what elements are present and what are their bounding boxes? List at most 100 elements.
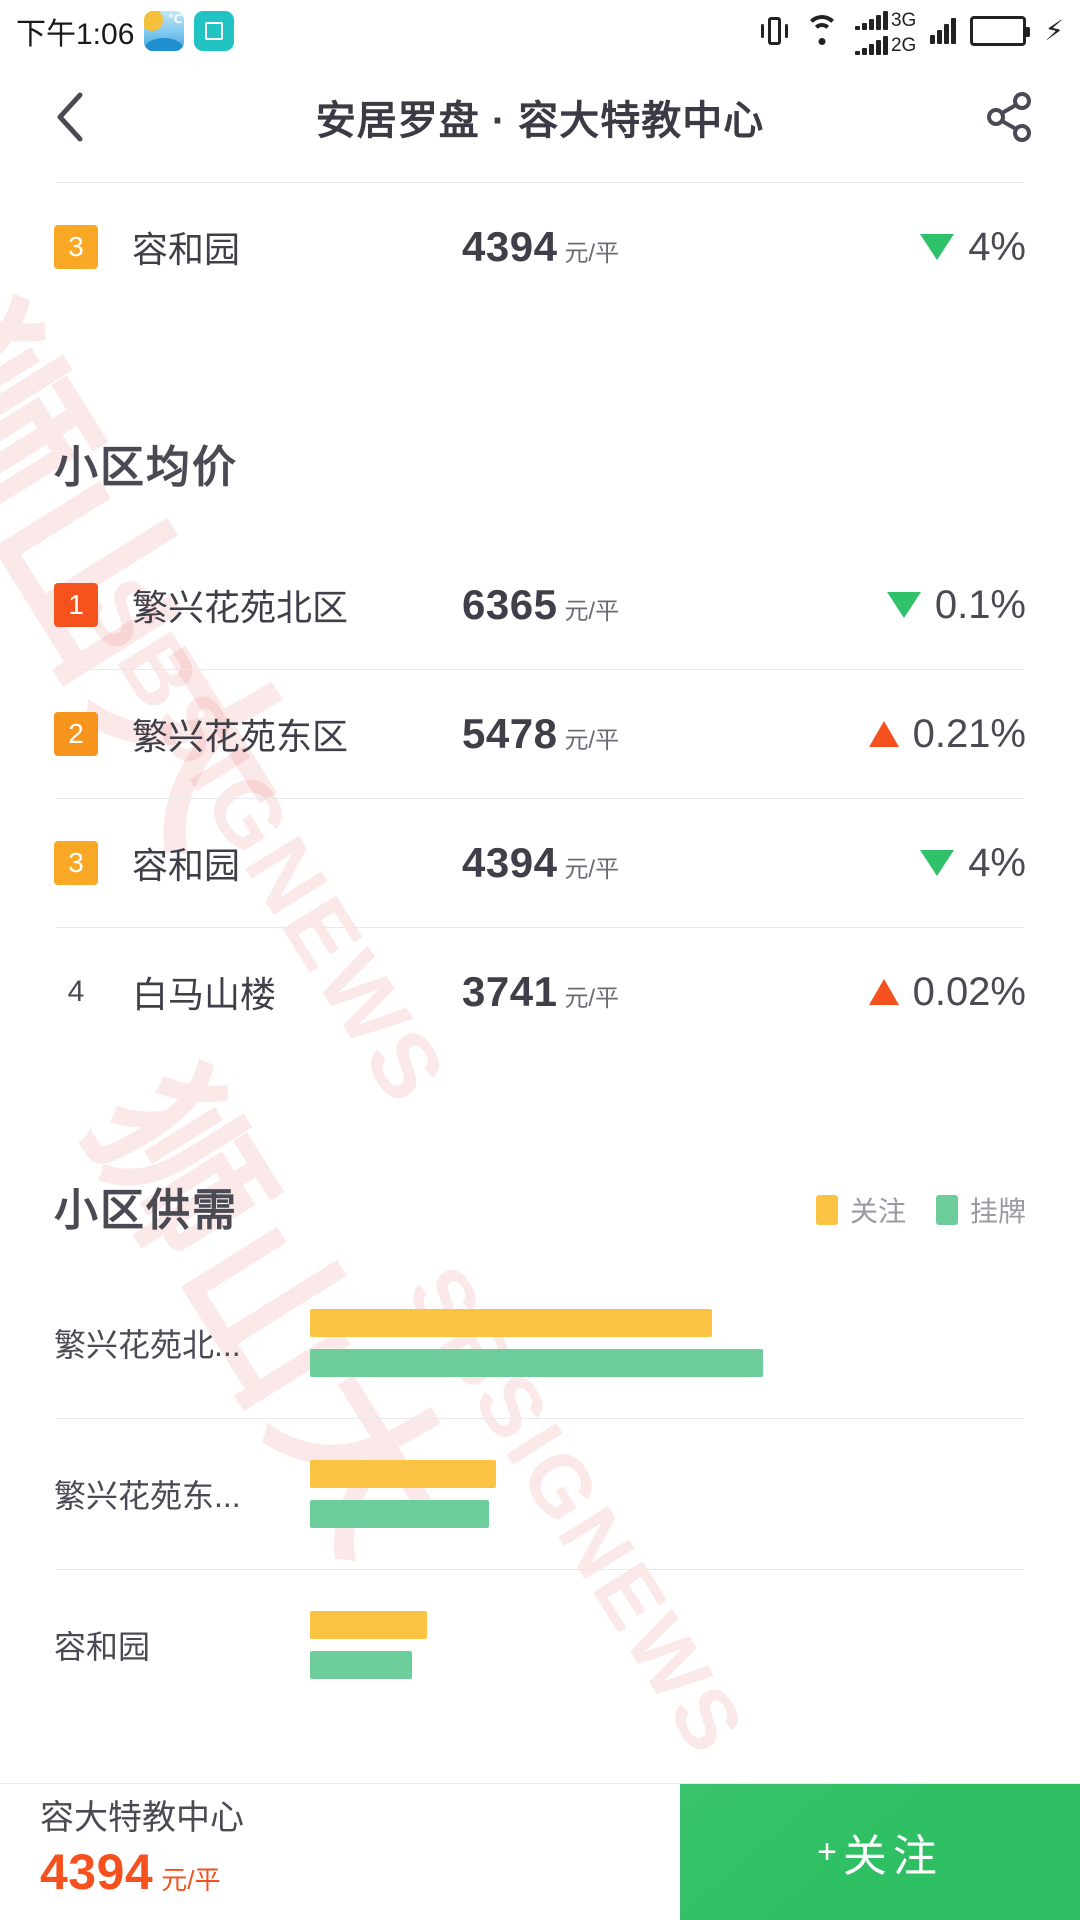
delta-value: 0.21% xyxy=(912,711,1026,756)
delta-value: 4% xyxy=(968,840,1026,885)
price-cell: 6365 元/平 xyxy=(462,581,619,629)
signal-bars-icon xyxy=(930,18,957,44)
chart-row[interactable]: 容和园 xyxy=(40,1570,1040,1720)
price-value: 3741 xyxy=(462,968,558,1015)
price-unit: 元/平 xyxy=(564,598,620,625)
divider xyxy=(56,1569,1024,1570)
price-value: 5478 xyxy=(462,710,558,757)
legend-swatch xyxy=(815,1195,838,1225)
chart-bar-follow xyxy=(310,1611,427,1639)
arrow-down-icon xyxy=(886,592,921,618)
arrow-up-icon xyxy=(868,979,899,1005)
arrow-up-icon xyxy=(868,721,899,747)
delta-value: 0.02% xyxy=(912,969,1026,1014)
table-row[interactable]: 2 繁兴花苑东区 5478 元/平 0.21% xyxy=(40,670,1040,798)
clock-label: 下午1:06 xyxy=(16,18,135,51)
network-type-3g-label: 3G xyxy=(890,9,917,31)
legend-label: 挂牌 xyxy=(969,1196,1026,1227)
share-icon xyxy=(987,92,1031,142)
chevron-left-icon xyxy=(57,92,83,142)
community-name: 繁兴花苑北区 xyxy=(132,587,349,628)
chart-bars xyxy=(310,1611,1040,1679)
main-content: 3 容和园 4394 元/平 4% 小区均价 1 繁兴花苑北区 6365 元/平 xyxy=(0,182,1080,1720)
chart-category-label: 容和园 xyxy=(54,1629,151,1665)
chart-category-label: 繁兴花苑北... xyxy=(54,1327,241,1363)
chart-category-label: 繁兴花苑东... xyxy=(54,1478,241,1514)
navigation-bar: 安居罗盘 · 容大特教中心 xyxy=(0,62,1080,172)
delta-value: 4% xyxy=(968,224,1026,269)
price-unit: 元/平 xyxy=(564,985,620,1012)
delta-value: 0.1% xyxy=(934,582,1026,627)
chart-row[interactable]: 繁兴花苑东... xyxy=(40,1419,1040,1569)
arrow-down-icon xyxy=(920,234,955,260)
community-name: 繁兴花苑东区 xyxy=(132,716,349,757)
page-title: 安居罗盘 · 容大特教中心 xyxy=(315,99,765,143)
back-button[interactable] xyxy=(40,87,100,147)
price-unit: 元/平 xyxy=(564,856,620,883)
share-button[interactable] xyxy=(980,87,1040,147)
plus-icon: + xyxy=(817,1832,837,1871)
scan-icon xyxy=(194,11,235,51)
chart-bar-follow xyxy=(310,1460,497,1488)
table-row[interactable]: 3 容和园 4394 元/平 4% xyxy=(40,799,1040,927)
rank-badge: 3 xyxy=(54,225,98,269)
mobile-signal-3g2g-icon: 3G 2G xyxy=(854,8,917,56)
delta-cell: 4% xyxy=(920,841,1040,886)
bottom-price-unit: 元/平 xyxy=(161,1864,221,1895)
bottom-action-bar: 容大特教中心 4394 元/平 + 关注 xyxy=(0,1783,1080,1920)
status-bar: 下午1:06 ℃ 3G xyxy=(0,0,1080,62)
price-cell: 5478 元/平 xyxy=(462,710,619,758)
bottom-price-value: 4394 xyxy=(40,1843,154,1900)
follow-button[interactable]: + 关注 xyxy=(680,1784,1080,1920)
legend-swatch xyxy=(935,1195,958,1225)
rank-badge: 1 xyxy=(54,583,98,627)
status-bar-right: 3G 2G ⚡ xyxy=(759,8,1064,55)
bolt-icon: ⚡ xyxy=(1044,15,1064,46)
table-row[interactable]: 3 容和园 4394 元/平 4% xyxy=(40,183,1040,311)
table-row[interactable]: 1 繁兴花苑北区 6365 元/平 0.1% xyxy=(40,541,1040,669)
price-value: 4394 xyxy=(462,839,558,886)
chart-bar-follow xyxy=(310,1309,712,1337)
chart-bars xyxy=(310,1460,1040,1528)
community-name: 容和园 xyxy=(132,229,241,270)
chart-bars xyxy=(310,1309,1040,1377)
community-name: 容和园 xyxy=(132,845,241,886)
status-bar-left: 下午1:06 ℃ xyxy=(16,9,235,53)
weather-icon: ℃ xyxy=(144,11,185,51)
divider xyxy=(56,1418,1024,1419)
chart-bar-listed xyxy=(310,1500,489,1528)
rank-badge: 2 xyxy=(54,712,98,756)
follow-button-label: 关注 xyxy=(842,1832,943,1881)
price-value: 4394 xyxy=(462,223,558,270)
delta-cell: 0.1% xyxy=(886,582,1040,628)
price-unit: 元/平 xyxy=(564,240,620,267)
rank-badge: 3 xyxy=(54,841,98,885)
delta-cell: 4% xyxy=(920,225,1040,270)
price-cell: 4394 元/平 xyxy=(462,223,619,271)
section-title-supply-demand: 小区供需 xyxy=(54,1186,238,1235)
price-value: 6365 xyxy=(462,581,558,628)
price-cell: 4394 元/平 xyxy=(462,839,619,887)
battery-icon xyxy=(970,16,1031,46)
section-title-avg-price: 小区均价 xyxy=(54,443,238,492)
bottom-community-name: 容大特教中心 xyxy=(40,1799,244,1837)
section-header-supply-demand: 小区供需 关注 挂牌 xyxy=(40,1174,1040,1238)
chart-bar-listed xyxy=(310,1651,413,1679)
legend-item-listed: 挂牌 xyxy=(935,1190,1026,1230)
price-cell: 3741 元/平 xyxy=(462,968,619,1016)
legend-item-follow: 关注 xyxy=(815,1190,906,1230)
bottom-info: 容大特教中心 4394 元/平 xyxy=(0,1784,680,1920)
community-name: 白马山楼 xyxy=(132,974,277,1015)
network-type-2g-label: 2G xyxy=(890,34,917,56)
chart-row[interactable]: 繁兴花苑北... xyxy=(40,1268,1040,1418)
chart-legend: 关注 挂牌 xyxy=(815,1190,1040,1238)
vibrate-icon xyxy=(759,14,789,48)
rank-number: 4 xyxy=(67,975,85,1008)
delta-cell: 0.02% xyxy=(868,969,1040,1015)
bottom-price: 4394 元/平 xyxy=(40,1843,680,1901)
delta-cell: 0.21% xyxy=(868,711,1040,757)
price-unit: 元/平 xyxy=(564,727,620,754)
legend-label: 关注 xyxy=(849,1196,906,1227)
table-row[interactable]: 4 白马山楼 3741 元/平 0.02% xyxy=(40,928,1040,1056)
